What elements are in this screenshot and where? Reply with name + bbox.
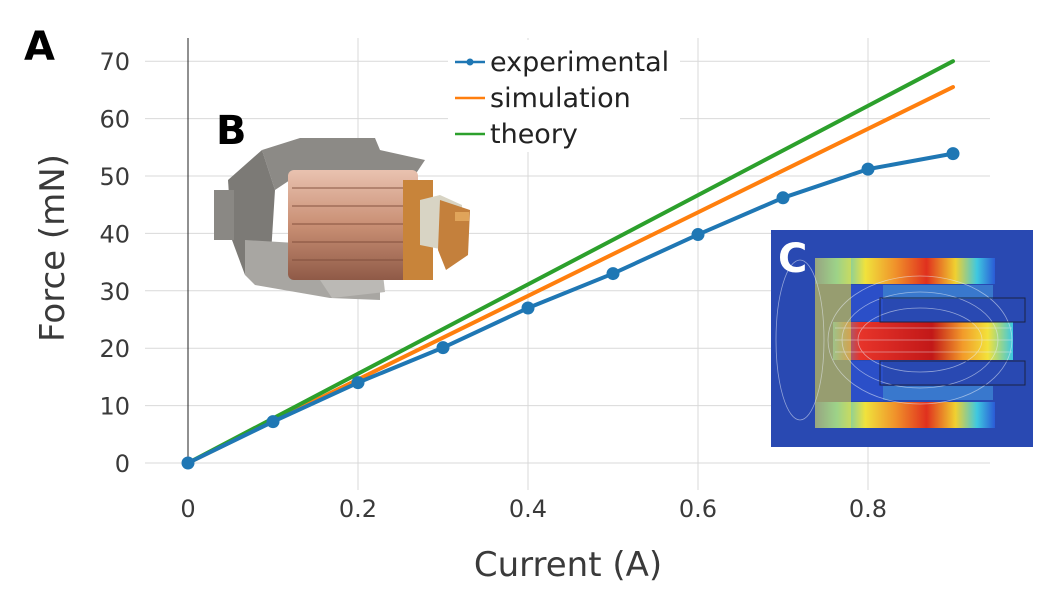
data-point-experimental	[606, 267, 620, 281]
data-point-experimental	[776, 191, 790, 205]
data-point-experimental	[691, 228, 705, 242]
data-point-experimental	[436, 341, 450, 355]
x-tick-label: 0	[180, 495, 195, 523]
legend-background	[448, 40, 680, 152]
data-point-experimental	[521, 301, 535, 315]
legend-marker-experimental	[466, 58, 474, 66]
y-tick-label: 70	[99, 48, 130, 76]
data-point-experimental	[861, 162, 875, 176]
y-tick-label: 40	[99, 220, 130, 248]
data-series	[181, 59, 960, 470]
y-tick-label: 10	[99, 393, 130, 421]
data-point-experimental	[266, 415, 280, 429]
panel-label-a: A	[24, 24, 55, 70]
data-point-experimental	[946, 147, 960, 161]
y-axis-title: Force (mN)	[33, 154, 73, 342]
legend-entry-experimental: experimental	[490, 47, 669, 78]
data-point-experimental	[181, 456, 195, 470]
x-axis-title: Current (A)	[474, 545, 662, 585]
x-tick-label: 0.8	[849, 495, 887, 523]
y-tick-label: 0	[115, 450, 130, 478]
y-tick-label: 60	[99, 106, 130, 134]
panel-label-b: B	[216, 108, 247, 154]
x-tick-label: 0.2	[339, 495, 377, 523]
y-tick-label: 30	[99, 278, 130, 306]
data-point-experimental	[351, 376, 365, 390]
legend: experimental simulation theory	[448, 40, 680, 152]
series-line-theory	[186, 59, 955, 465]
y-tick-label: 20	[99, 335, 130, 363]
legend-entry-simulation: simulation	[490, 83, 631, 114]
series-line-experimental	[186, 151, 955, 465]
panel-label-c: C	[778, 236, 807, 282]
legend-entry-theory: theory	[490, 119, 578, 150]
tick-labels: 0 0.2 0.4 0.6 0.8 0 10 20 30 40 50 60 70	[99, 48, 887, 523]
x-tick-label: 0.4	[509, 495, 547, 523]
magnetic-field-simulation-image	[771, 230, 1033, 447]
solenoid-render-image	[214, 138, 470, 300]
x-tick-label: 0.6	[679, 495, 717, 523]
y-tick-label: 50	[99, 163, 130, 191]
